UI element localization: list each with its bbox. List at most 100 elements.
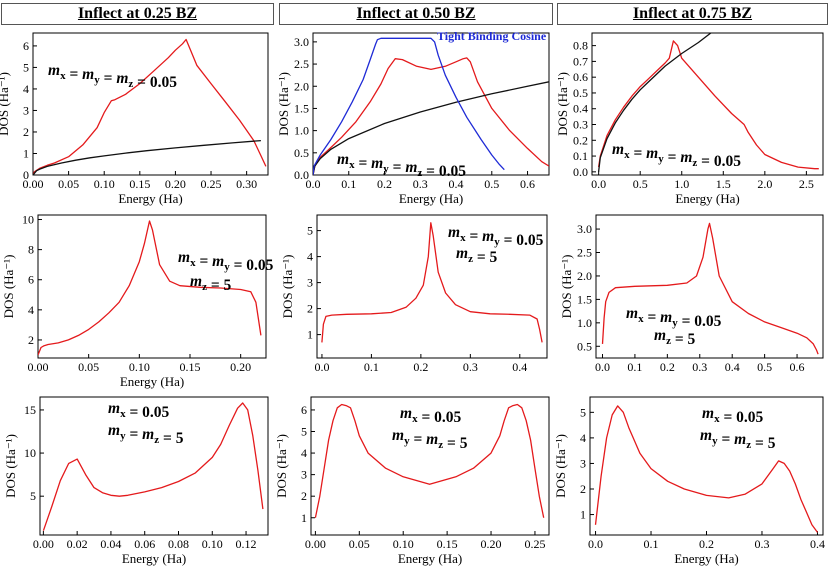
x-tick-label: 1.5 (716, 177, 731, 191)
annotation-text: my = mz = 5 (700, 427, 776, 452)
annotation-text: mz = 5 (654, 327, 696, 348)
y-tick-label: 4 (28, 303, 34, 317)
column-header-inflect-0-50: Inflect at 0.50 BZ (279, 3, 553, 25)
dos-panel-0-2: 0.0 0.5 1.0 1.5 2.0 2.50.00.10.20.30.40.50.60… (555, 32, 824, 206)
y-tick-label: 1 (23, 146, 29, 160)
y-tick-label: 2.5 (577, 246, 592, 260)
plot-frame (32, 32, 269, 176)
x-tick-label: 0.3 (463, 360, 478, 374)
annotation-text: mx = my = mz = 0.05 (337, 151, 466, 180)
y-tick-label: 5 (307, 224, 313, 238)
y-tick-label: 0.6 (573, 70, 588, 84)
x-axis-label: Energy (Ha) (118, 191, 182, 206)
y-tick-label: 1.5 (294, 101, 309, 115)
x-tick-label: 0.0 (588, 537, 603, 551)
y-tick-label: 0.7 (573, 54, 588, 68)
series-line-dos (594, 405, 819, 533)
series-line-dos (314, 403, 545, 518)
x-tick-label: 0.06 (134, 537, 155, 551)
y-tick-label: 2.0 (577, 269, 592, 283)
y-tick-label: 0.0 (573, 165, 588, 179)
y-axis-label: DOS (Ha⁻¹) (280, 255, 295, 319)
annotation-text: mx = my = mz = 0.05 (612, 141, 741, 170)
y-tick-label: 2.5 (294, 57, 309, 71)
x-tick-label: 0.25 (524, 537, 545, 551)
dos-panel-2-0: 0.00 0.02 0.04 0.06 0.08 0.10 0.12 5 10 15 Energy … (3, 396, 269, 566)
x-axis-label: Energy (Ha) (675, 191, 739, 206)
annotation-text: mx = 0.05 (400, 405, 462, 426)
x-tick-label: 0.00 (33, 537, 54, 551)
x-tick-label: 0.5 (633, 177, 648, 191)
y-tick-label: 4 (307, 250, 313, 264)
y-tick-label: 5 (30, 489, 36, 503)
y-tick-label: 5 (301, 425, 307, 439)
y-axis-label: DOS (Ha⁻¹) (0, 72, 11, 136)
x-tick-label: 0.05 (349, 537, 370, 551)
plot-frame (310, 396, 550, 536)
x-tick-label: 0.1 (627, 360, 642, 374)
y-tick-label: 2.0 (294, 79, 309, 93)
annotation-text: mx = my = mz = 0.05 (48, 62, 177, 91)
x-tick-label: 0.2 (660, 360, 675, 374)
y-tick-label: 0.5 (294, 146, 309, 160)
series-line-dos (38, 220, 262, 356)
y-tick-label: 0.3 (573, 118, 588, 132)
x-tick-label: 0.5 (484, 177, 499, 191)
x-axis-label: Energy (Ha) (399, 191, 463, 206)
x-tick-label: 0.05 (58, 177, 79, 191)
x-tick-label: 0.4 (725, 360, 740, 374)
x-tick-label: 0.10 (129, 360, 150, 374)
x-tick-label: 0.1 (644, 537, 659, 551)
y-axis-label: DOS (Ha⁻¹) (3, 434, 18, 498)
annotation-text: my = mz = 5 (392, 427, 468, 452)
x-tick-label: 0.1 (341, 177, 356, 191)
dos-panel-1-2: 0.0 0.1 0.2 0.3 0.4 0.5 0.6 0.5 1.0 1.5 2.0 2.5 3.0 D… (559, 214, 824, 374)
series-line-free-particle (597, 33, 712, 172)
y-tick-label: 3 (301, 468, 307, 482)
series-line-dos (321, 222, 543, 343)
y-tick-label: 15 (24, 403, 36, 417)
x-tick-label: 0.4 (449, 177, 464, 191)
x-tick-label: 0.15 (129, 177, 150, 191)
dos-panel-1-1: 0.0 0.1 0.2 0.3 0.4 1 2 3 4 5 DOS (Ha⁻¹) mx = my = … (280, 214, 548, 374)
x-tick-label: 0.20 (230, 360, 251, 374)
plot-frame (591, 32, 824, 176)
y-tick-label: 3.0 (294, 35, 309, 49)
x-tick-label: 0.04 (100, 537, 121, 551)
y-tick-label: 1 (301, 511, 307, 525)
x-axis-label: Energy (Ha) (120, 374, 184, 389)
dos-panel-2-2: 0.0 0.1 0.2 0.3 0.4 1 2 3 4 5 Energy (Ha) DOS (Ha⁻¹… (553, 396, 825, 566)
x-tick-label: 0.6 (520, 177, 535, 191)
annotation-text: mx = my = 0.05 (626, 305, 722, 330)
y-axis-label: DOS (Ha⁻¹) (276, 72, 291, 136)
x-tick-label: 0.3 (692, 360, 707, 374)
y-tick-label: 3 (307, 276, 313, 290)
annotation-text: my = mz = 5 (108, 422, 184, 447)
y-tick-label: 5 (23, 60, 29, 74)
y-tick-label: 1 (580, 508, 586, 522)
y-tick-label: 10 (22, 213, 34, 227)
plot-frame (312, 32, 550, 176)
x-tick-label: 0.6 (790, 360, 805, 374)
y-tick-label: 2 (23, 125, 29, 139)
series-line-dos (33, 38, 267, 175)
y-tick-label: 0.0 (294, 168, 309, 182)
y-axis-label: DOS (Ha⁻¹) (555, 72, 570, 136)
y-tick-label: 0.5 (577, 339, 592, 353)
y-tick-label: 0.5 (573, 86, 588, 100)
x-tick-label: 0.25 (201, 177, 222, 191)
annotation-text: mx = 0.05 (108, 400, 170, 421)
x-tick-label: 0.2 (699, 537, 714, 551)
x-tick-label: 0.3 (754, 537, 769, 551)
x-tick-label: 0.1 (364, 360, 379, 374)
x-tick-label: 0.05 (78, 360, 99, 374)
x-tick-label: 0.02 (67, 537, 88, 551)
plot-frame (39, 396, 269, 536)
y-axis-label: DOS (Ha⁻¹) (553, 434, 568, 498)
x-axis-label: Energy (Ha) (122, 551, 186, 566)
y-tick-label: 4 (301, 446, 307, 460)
dos-panel-0-1: 0.0 0.1 0.2 0.3 0.4 0.5 0.6 0.0 0.5 1.0 1.5 2.0 2.5 3… (276, 29, 550, 206)
x-tick-label: 0.0 (591, 177, 606, 191)
x-tick-label: 2.0 (757, 177, 772, 191)
